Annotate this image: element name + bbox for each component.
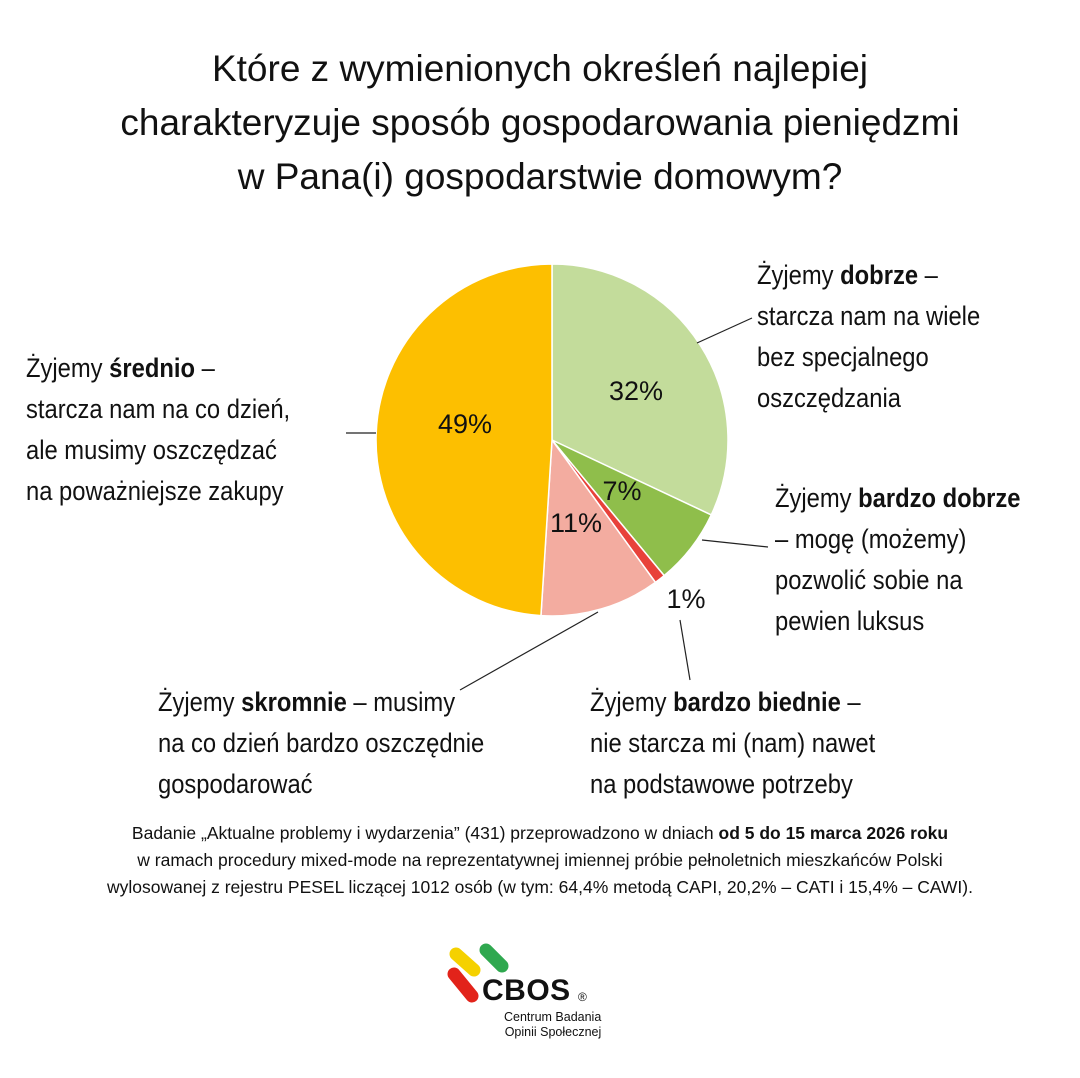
label-dobrze-bold: dobrze bbox=[840, 260, 919, 290]
title-line-2: charakteryzuje sposób gospodarowania pie… bbox=[120, 102, 960, 143]
cbos-logo-mark bbox=[447, 943, 509, 1003]
label-dobrze-prefix: Żyjemy bbox=[757, 260, 841, 290]
label-srednio-suffix: – bbox=[194, 353, 215, 383]
label-bardzo-biednie-line-3: na podstawowe potrzeby bbox=[590, 769, 853, 799]
label-bardzo-dobrze-prefix: Żyjemy bbox=[775, 483, 859, 513]
logo-subtitle: Centrum Badania Opinii Społecznej bbox=[504, 1010, 601, 1040]
pct-label-srednio: 49% bbox=[438, 409, 492, 439]
logo-green-stroke bbox=[479, 943, 509, 973]
leader-line-skromnie bbox=[459, 611, 599, 691]
label-dobrze-line-2: starcza nam na wiele bbox=[757, 301, 981, 331]
label-srednio-bold: średnio bbox=[109, 353, 195, 383]
logo-red-stroke bbox=[447, 967, 479, 1003]
label-bardzo-biednie-line-2: nie starcza mi (nam) nawet bbox=[590, 728, 876, 758]
label-bardzo-dobrze-line-2: – mogę (możemy) bbox=[775, 524, 967, 554]
footnote-line-3: wylosowanej z rejestru PESEL liczącej 10… bbox=[107, 877, 973, 897]
pct-label-dobrze: 32% bbox=[609, 376, 663, 406]
title-line-1: Które z wymienionych określeń najlepiej bbox=[211, 48, 869, 89]
footnote-line-1: Badanie „Aktualne problemy i wydarzenia”… bbox=[131, 823, 719, 843]
leader-line-bardzo-dobrze bbox=[701, 539, 769, 548]
logo-subtitle-line-2: Opinii Społecznej bbox=[504, 1025, 602, 1039]
label-srednio-prefix: Żyjemy bbox=[26, 353, 110, 383]
logo-name: CBOS bbox=[482, 974, 571, 1007]
label-srednio-line-2: starcza nam na co dzień, bbox=[26, 394, 291, 424]
pct-label-skromnie: 11% bbox=[550, 508, 602, 538]
label-bardzo-dobrze: Żyjemy bardzo dobrze – mogę (możemy) poz… bbox=[775, 478, 1021, 642]
label-bardzo-biednie: Żyjemy bardzo biednie – nie starcza mi (… bbox=[590, 682, 875, 805]
methodology-footnote: Badanie „Aktualne problemy i wydarzenia”… bbox=[0, 820, 1080, 901]
label-dobrze-suffix: – bbox=[918, 260, 938, 290]
footnote-line-2: w ramach procedury mixed-mode na repreze… bbox=[137, 850, 943, 870]
label-dobrze: Żyjemy dobrze – starcza nam na wiele bez… bbox=[757, 255, 980, 419]
label-skromnie-line-3: gospodarować bbox=[158, 769, 313, 799]
label-skromnie: Żyjemy skromnie – musimy na co dzień bar… bbox=[158, 682, 484, 805]
logo-yellow-stroke bbox=[449, 947, 481, 977]
pct-label-bardzo-biednie: 1% bbox=[666, 584, 705, 614]
pie-slice-skromnie bbox=[540, 437, 657, 617]
footnote-dates: od 5 do 15 marca 2026 roku bbox=[718, 823, 949, 843]
label-dobrze-line-3: bez specjalnego bbox=[757, 342, 929, 372]
pie-slice-srednio bbox=[375, 263, 553, 617]
label-dobrze-line-4: oszczędzania bbox=[757, 383, 901, 413]
label-bardzo-biednie-suffix: – bbox=[840, 687, 861, 717]
label-srednio: Żyjemy średnio – starcza nam na co dzień… bbox=[26, 348, 290, 512]
label-skromnie-line-2: na co dzień bardzo oszczędnie bbox=[158, 728, 485, 758]
label-bardzo-dobrze-line-4: pewien luksus bbox=[775, 606, 925, 636]
pie-slice-dobrze bbox=[551, 263, 729, 516]
logo-registered-mark: ® bbox=[578, 990, 587, 1004]
leader-line-dobrze bbox=[696, 317, 753, 344]
label-srednio-line-4: na poważniejsze zakupy bbox=[26, 476, 284, 506]
label-skromnie-suffix: – musimy bbox=[346, 687, 456, 717]
label-srednio-line-3: ale musimy oszczędzać bbox=[26, 435, 277, 465]
pct-label-bardzo-dobrze: 7% bbox=[602, 476, 641, 506]
label-skromnie-bold: skromnie bbox=[241, 687, 347, 717]
chart-title: Które z wymienionych określeń najlepiej … bbox=[40, 42, 1040, 204]
label-bardzo-dobrze-bold: bardzo dobrze bbox=[858, 483, 1021, 513]
label-bardzo-biednie-bold: bardzo biednie bbox=[673, 687, 841, 717]
cbos-logo: CBOS ® Centrum Badania Opinii Społecznej bbox=[442, 940, 652, 1050]
label-skromnie-prefix: Żyjemy bbox=[158, 687, 242, 717]
leader-line-bardzo-biednie bbox=[679, 619, 691, 681]
label-bardzo-biednie-prefix: Żyjemy bbox=[590, 687, 674, 717]
title-line-3: w Pana(i) gospodarstwie domowym? bbox=[237, 156, 843, 197]
logo-subtitle-line-1: Centrum Badania bbox=[504, 1010, 602, 1024]
label-bardzo-dobrze-line-3: pozwolić sobie na bbox=[775, 565, 963, 595]
